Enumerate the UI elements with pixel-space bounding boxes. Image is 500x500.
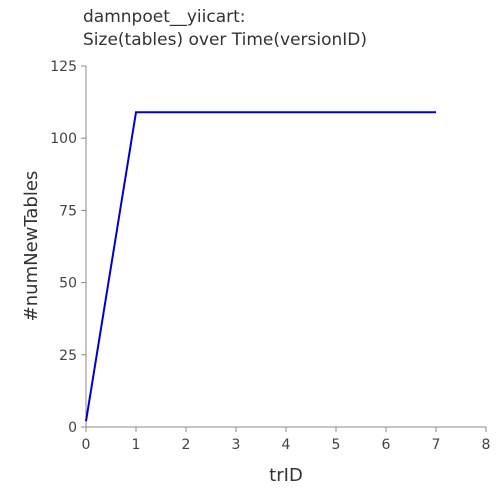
x-tick-label: 7 [432,437,441,453]
x-tick-label: 2 [182,437,191,453]
axes [85,66,486,428]
x-tick-label: 0 [82,437,91,453]
chart-title-line-2: Size(tables) over Time(versionID) [83,30,368,50]
y-tick-label: 75 [59,203,77,219]
y-tick-label: 125 [50,59,77,75]
y-tick-label: 100 [50,131,77,147]
y-tick-label: 50 [59,276,77,292]
y-tick-label: 25 [59,348,77,364]
x-tick-label: 3 [232,437,241,453]
series-line [85,111,436,422]
y-tick-label: 0 [68,420,77,436]
x-tick-label: 1 [132,437,141,453]
chart-title-line-1: damnpoet__yiicart: [83,7,246,27]
x-tick-label: 8 [482,437,491,453]
x-tick-label: 6 [382,437,391,453]
x-tick-label: 4 [282,437,291,453]
x-axis-title: trID [269,465,303,486]
x-tick-label: 5 [332,437,341,453]
chart-title: damnpoet__yiicart: Size(tables) over Tim… [83,6,367,52]
x-axis-ticks: 0 1 2 3 4 5 6 7 8 [82,427,491,453]
y-axis-ticks: 0 25 50 75 100 125 [50,59,86,436]
y-axis-title: #numNewTables [21,171,42,322]
series-group [85,111,436,422]
